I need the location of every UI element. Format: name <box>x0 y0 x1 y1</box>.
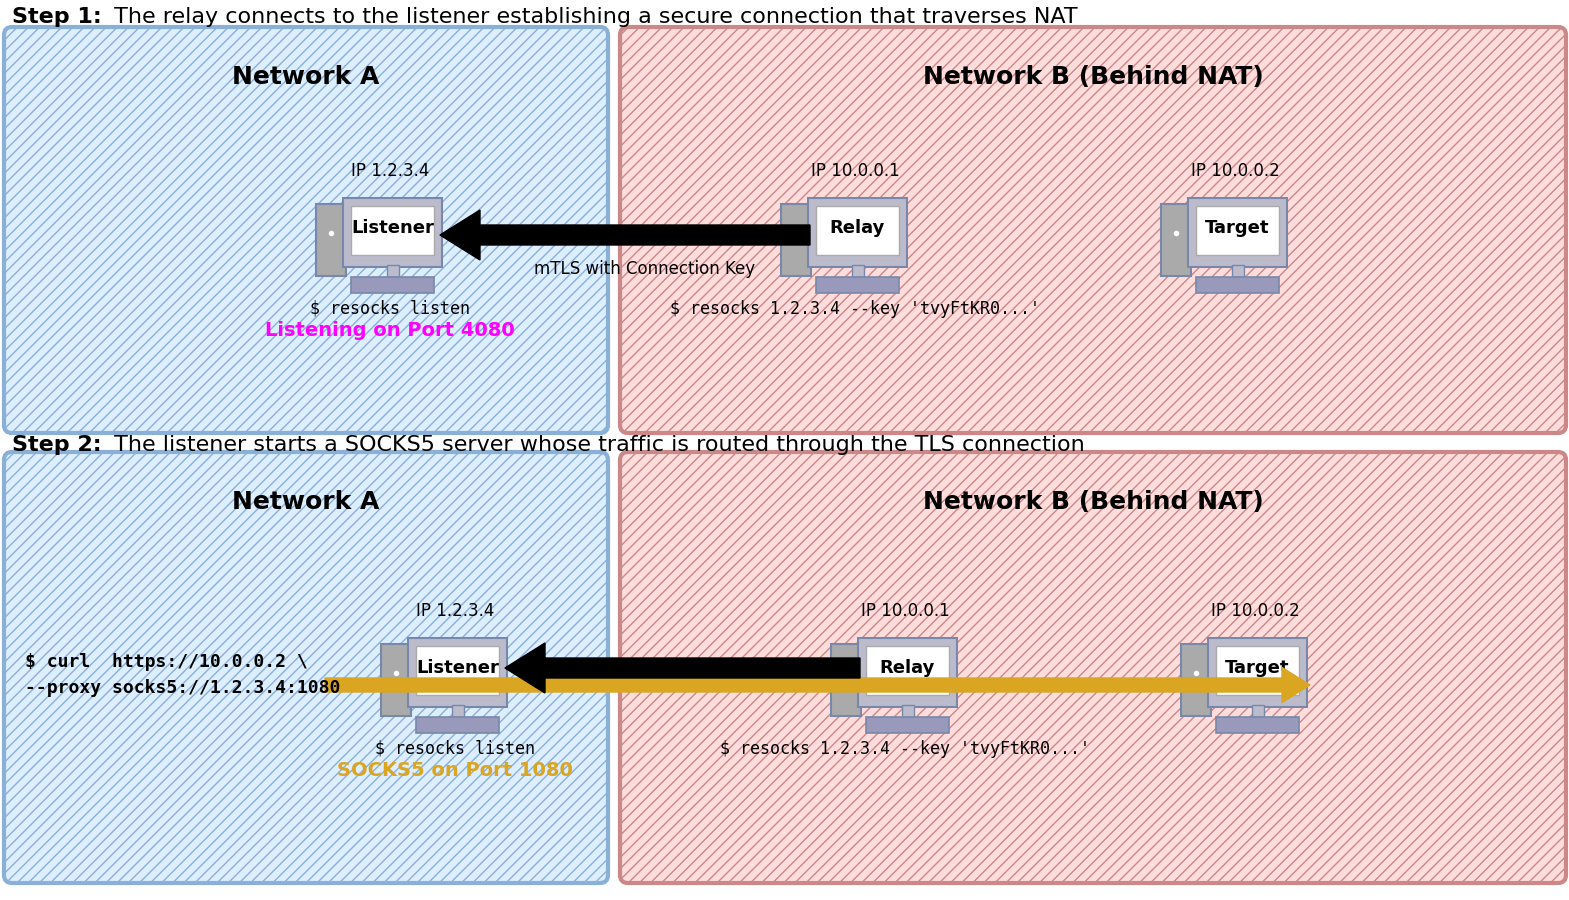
FancyBboxPatch shape <box>1161 204 1191 276</box>
FancyBboxPatch shape <box>620 27 1566 433</box>
Text: $ resocks listen: $ resocks listen <box>311 300 471 318</box>
Text: IP 1.2.3.4: IP 1.2.3.4 <box>351 162 430 180</box>
Text: $ resocks listen: $ resocks listen <box>375 740 535 758</box>
FancyBboxPatch shape <box>5 452 609 883</box>
FancyBboxPatch shape <box>781 204 811 276</box>
FancyBboxPatch shape <box>1196 205 1279 255</box>
Polygon shape <box>505 643 860 693</box>
FancyBboxPatch shape <box>1188 197 1287 266</box>
FancyBboxPatch shape <box>1216 716 1299 733</box>
Text: Network B (Behind NAT): Network B (Behind NAT) <box>923 65 1263 89</box>
FancyBboxPatch shape <box>408 637 507 706</box>
Text: $ resocks 1.2.3.4 --key 'tvyFtKR0...': $ resocks 1.2.3.4 --key 'tvyFtKR0...' <box>720 740 1090 758</box>
FancyBboxPatch shape <box>866 716 949 733</box>
FancyBboxPatch shape <box>381 644 411 716</box>
Text: Listener: Listener <box>416 659 499 677</box>
Text: IP 10.0.0.2: IP 10.0.0.2 <box>1191 162 1279 180</box>
FancyBboxPatch shape <box>816 205 899 255</box>
FancyBboxPatch shape <box>416 716 499 733</box>
FancyBboxPatch shape <box>5 27 609 433</box>
FancyBboxPatch shape <box>315 204 347 276</box>
Bar <box>852 265 863 276</box>
Polygon shape <box>325 668 1310 703</box>
FancyBboxPatch shape <box>866 645 949 695</box>
Text: The relay connects to the listener establishing a secure connection that travers: The relay connects to the listener estab… <box>107 7 1078 27</box>
FancyBboxPatch shape <box>816 276 899 292</box>
Bar <box>452 705 463 716</box>
Text: Step 1:: Step 1: <box>13 7 102 27</box>
FancyBboxPatch shape <box>351 205 435 255</box>
Text: Step 2:: Step 2: <box>13 435 102 455</box>
Text: The listener starts a SOCKS5 server whose traffic is routed through the TLS conn: The listener starts a SOCKS5 server whos… <box>107 435 1084 455</box>
FancyBboxPatch shape <box>808 197 907 266</box>
Text: IP 1.2.3.4: IP 1.2.3.4 <box>416 602 494 620</box>
Text: Target: Target <box>1225 659 1290 677</box>
Text: mTLS with Connection Key: mTLS with Connection Key <box>535 260 756 278</box>
Text: Target: Target <box>1205 219 1269 237</box>
FancyBboxPatch shape <box>344 197 442 266</box>
Polygon shape <box>439 210 480 260</box>
Text: --proxy socks5://1.2.3.4:1080: --proxy socks5://1.2.3.4:1080 <box>25 679 340 697</box>
FancyBboxPatch shape <box>832 644 861 716</box>
FancyBboxPatch shape <box>858 637 957 706</box>
FancyBboxPatch shape <box>1181 644 1211 716</box>
Bar <box>480 225 810 245</box>
FancyBboxPatch shape <box>351 276 435 292</box>
Polygon shape <box>439 210 810 260</box>
Text: Relay: Relay <box>880 659 935 677</box>
Text: $ curl  https://10.0.0.2 \: $ curl https://10.0.0.2 \ <box>25 653 308 671</box>
FancyBboxPatch shape <box>1216 645 1299 695</box>
Bar <box>902 705 913 716</box>
Polygon shape <box>505 643 544 693</box>
Text: Network A: Network A <box>232 490 380 514</box>
Text: Network B (Behind NAT): Network B (Behind NAT) <box>923 490 1263 514</box>
FancyBboxPatch shape <box>1196 276 1279 292</box>
Text: Listener: Listener <box>351 219 435 237</box>
FancyBboxPatch shape <box>1208 637 1307 706</box>
Bar <box>386 265 399 276</box>
Text: Listening on Port 4080: Listening on Port 4080 <box>265 321 515 340</box>
Text: IP 10.0.0.2: IP 10.0.0.2 <box>1211 602 1299 620</box>
FancyBboxPatch shape <box>416 645 499 695</box>
Text: IP 10.0.0.1: IP 10.0.0.1 <box>811 162 899 180</box>
Text: IP 10.0.0.1: IP 10.0.0.1 <box>861 602 949 620</box>
Text: $ resocks 1.2.3.4 --key 'tvyFtKR0...': $ resocks 1.2.3.4 --key 'tvyFtKR0...' <box>670 300 1040 318</box>
Bar <box>1232 265 1244 276</box>
Text: SOCKS5 on Port 1080: SOCKS5 on Port 1080 <box>337 761 573 780</box>
Text: Relay: Relay <box>830 219 885 237</box>
Bar <box>544 658 860 678</box>
Text: Network A: Network A <box>232 65 380 89</box>
Bar <box>1252 705 1263 716</box>
FancyBboxPatch shape <box>620 452 1566 883</box>
